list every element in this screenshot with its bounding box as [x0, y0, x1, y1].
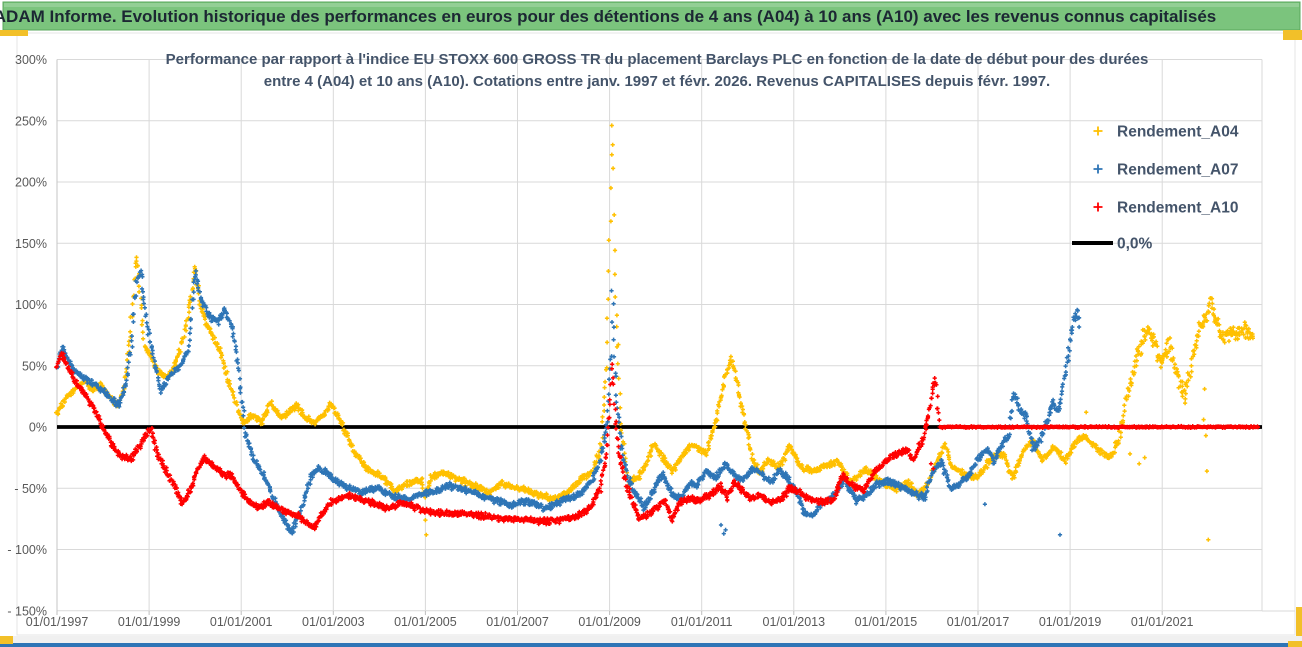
x-axis-tick-label: 01/01/1997 — [26, 615, 89, 629]
legend-item-rendement-a07[interactable]: Rendement_A07 — [1093, 162, 1239, 179]
x-axis-tick-label: 01/01/2007 — [486, 615, 549, 629]
legend-plus-marker — [1093, 202, 1103, 212]
report-title: ADAM Informe. Evolution historique des p… — [0, 7, 1216, 26]
x-axis-tick-label: 01/01/2009 — [578, 615, 641, 629]
chart-legend[interactable]: Rendement_A04 Rendement_A07 Rendement_A10 0… — [1072, 124, 1239, 253]
y-axis-tick-label: - 100% — [7, 543, 47, 557]
legend-item-0-0-[interactable]: 0,0% — [1072, 236, 1153, 253]
legend-label: 0,0% — [1117, 236, 1153, 253]
gold-accent-top-right — [1283, 30, 1302, 40]
x-axis-tick-label: 01/01/2011 — [671, 615, 733, 629]
x-axis-tick-label: 01/01/2017 — [947, 615, 1010, 629]
y-axis-tick-label: - 150% — [7, 604, 47, 618]
chart-frame — [16, 32, 1296, 636]
header-banner-highlight — [4, 3, 1299, 7]
bottom-gray-strip — [0, 636, 1302, 643]
bottom-blue-bar — [0, 643, 1302, 647]
gold-accent-right — [1296, 607, 1302, 647]
series-scatter-rendement_a10 — [54, 350, 942, 532]
scatter-series-group — [54, 123, 1261, 542]
y-axis-tick-label: 300% — [15, 53, 47, 67]
legend-label: Rendement_A10 — [1117, 200, 1238, 217]
y-axis-tick-label: 200% — [15, 176, 47, 190]
legend-plus-marker — [1093, 164, 1103, 174]
y-axis-tick-label: 250% — [15, 114, 47, 128]
gold-accent-top-left — [0, 30, 28, 36]
x-axis-tick-label: 01/01/1999 — [118, 615, 181, 629]
y-axis-tick-label: 0% — [29, 421, 47, 435]
y-axis-labels: 300% 250% 200% 150% 100% 50% 0% - 50% - 100% - 15… — [7, 53, 47, 618]
x-axis-tick-label: 01/01/2013 — [763, 615, 826, 629]
legend-label: Rendement_A07 — [1117, 162, 1238, 179]
legend-plus-marker — [1093, 126, 1103, 136]
x-axis-tick-label: 01/01/2015 — [855, 615, 918, 629]
y-axis-tick-label: 50% — [22, 359, 47, 373]
x-axis-tick-label: 01/01/2003 — [302, 615, 365, 629]
gold-accent-bottom-left — [0, 636, 13, 644]
gold-accent-bottom-right — [1288, 641, 1302, 647]
legend-item-rendement-a10[interactable]: Rendement_A10 — [1093, 200, 1239, 217]
chart-title-line1: Performance par rapport à l'indice EU ST… — [166, 51, 1149, 68]
legend-label: Rendement_A04 — [1117, 124, 1239, 141]
chart-title-line2: entre 4 (A04) et 10 ans (A10). Cotations… — [264, 73, 1050, 90]
y-axis-tick-label: 150% — [15, 237, 47, 251]
plot-gridlines — [56, 59, 1295, 615]
x-axis-tick-label: 01/01/2019 — [1039, 615, 1102, 629]
x-axis-tick-label: 01/01/2001 — [210, 615, 273, 629]
y-axis-tick-label: - 50% — [14, 482, 47, 496]
x-axis-tick-label: 01/01/2021 — [1131, 615, 1194, 629]
series-flat-texture-rendement_a10 — [937, 423, 1261, 431]
y-axis-tick-label: 100% — [15, 298, 47, 312]
legend-item-rendement-a04[interactable]: Rendement_A04 — [1093, 124, 1239, 141]
x-axis-tick-label: 01/01/2005 — [394, 615, 457, 629]
x-axis-labels: 01/01/1997 01/01/1999 01/01/2001 01/01/2003… — [26, 615, 1194, 629]
